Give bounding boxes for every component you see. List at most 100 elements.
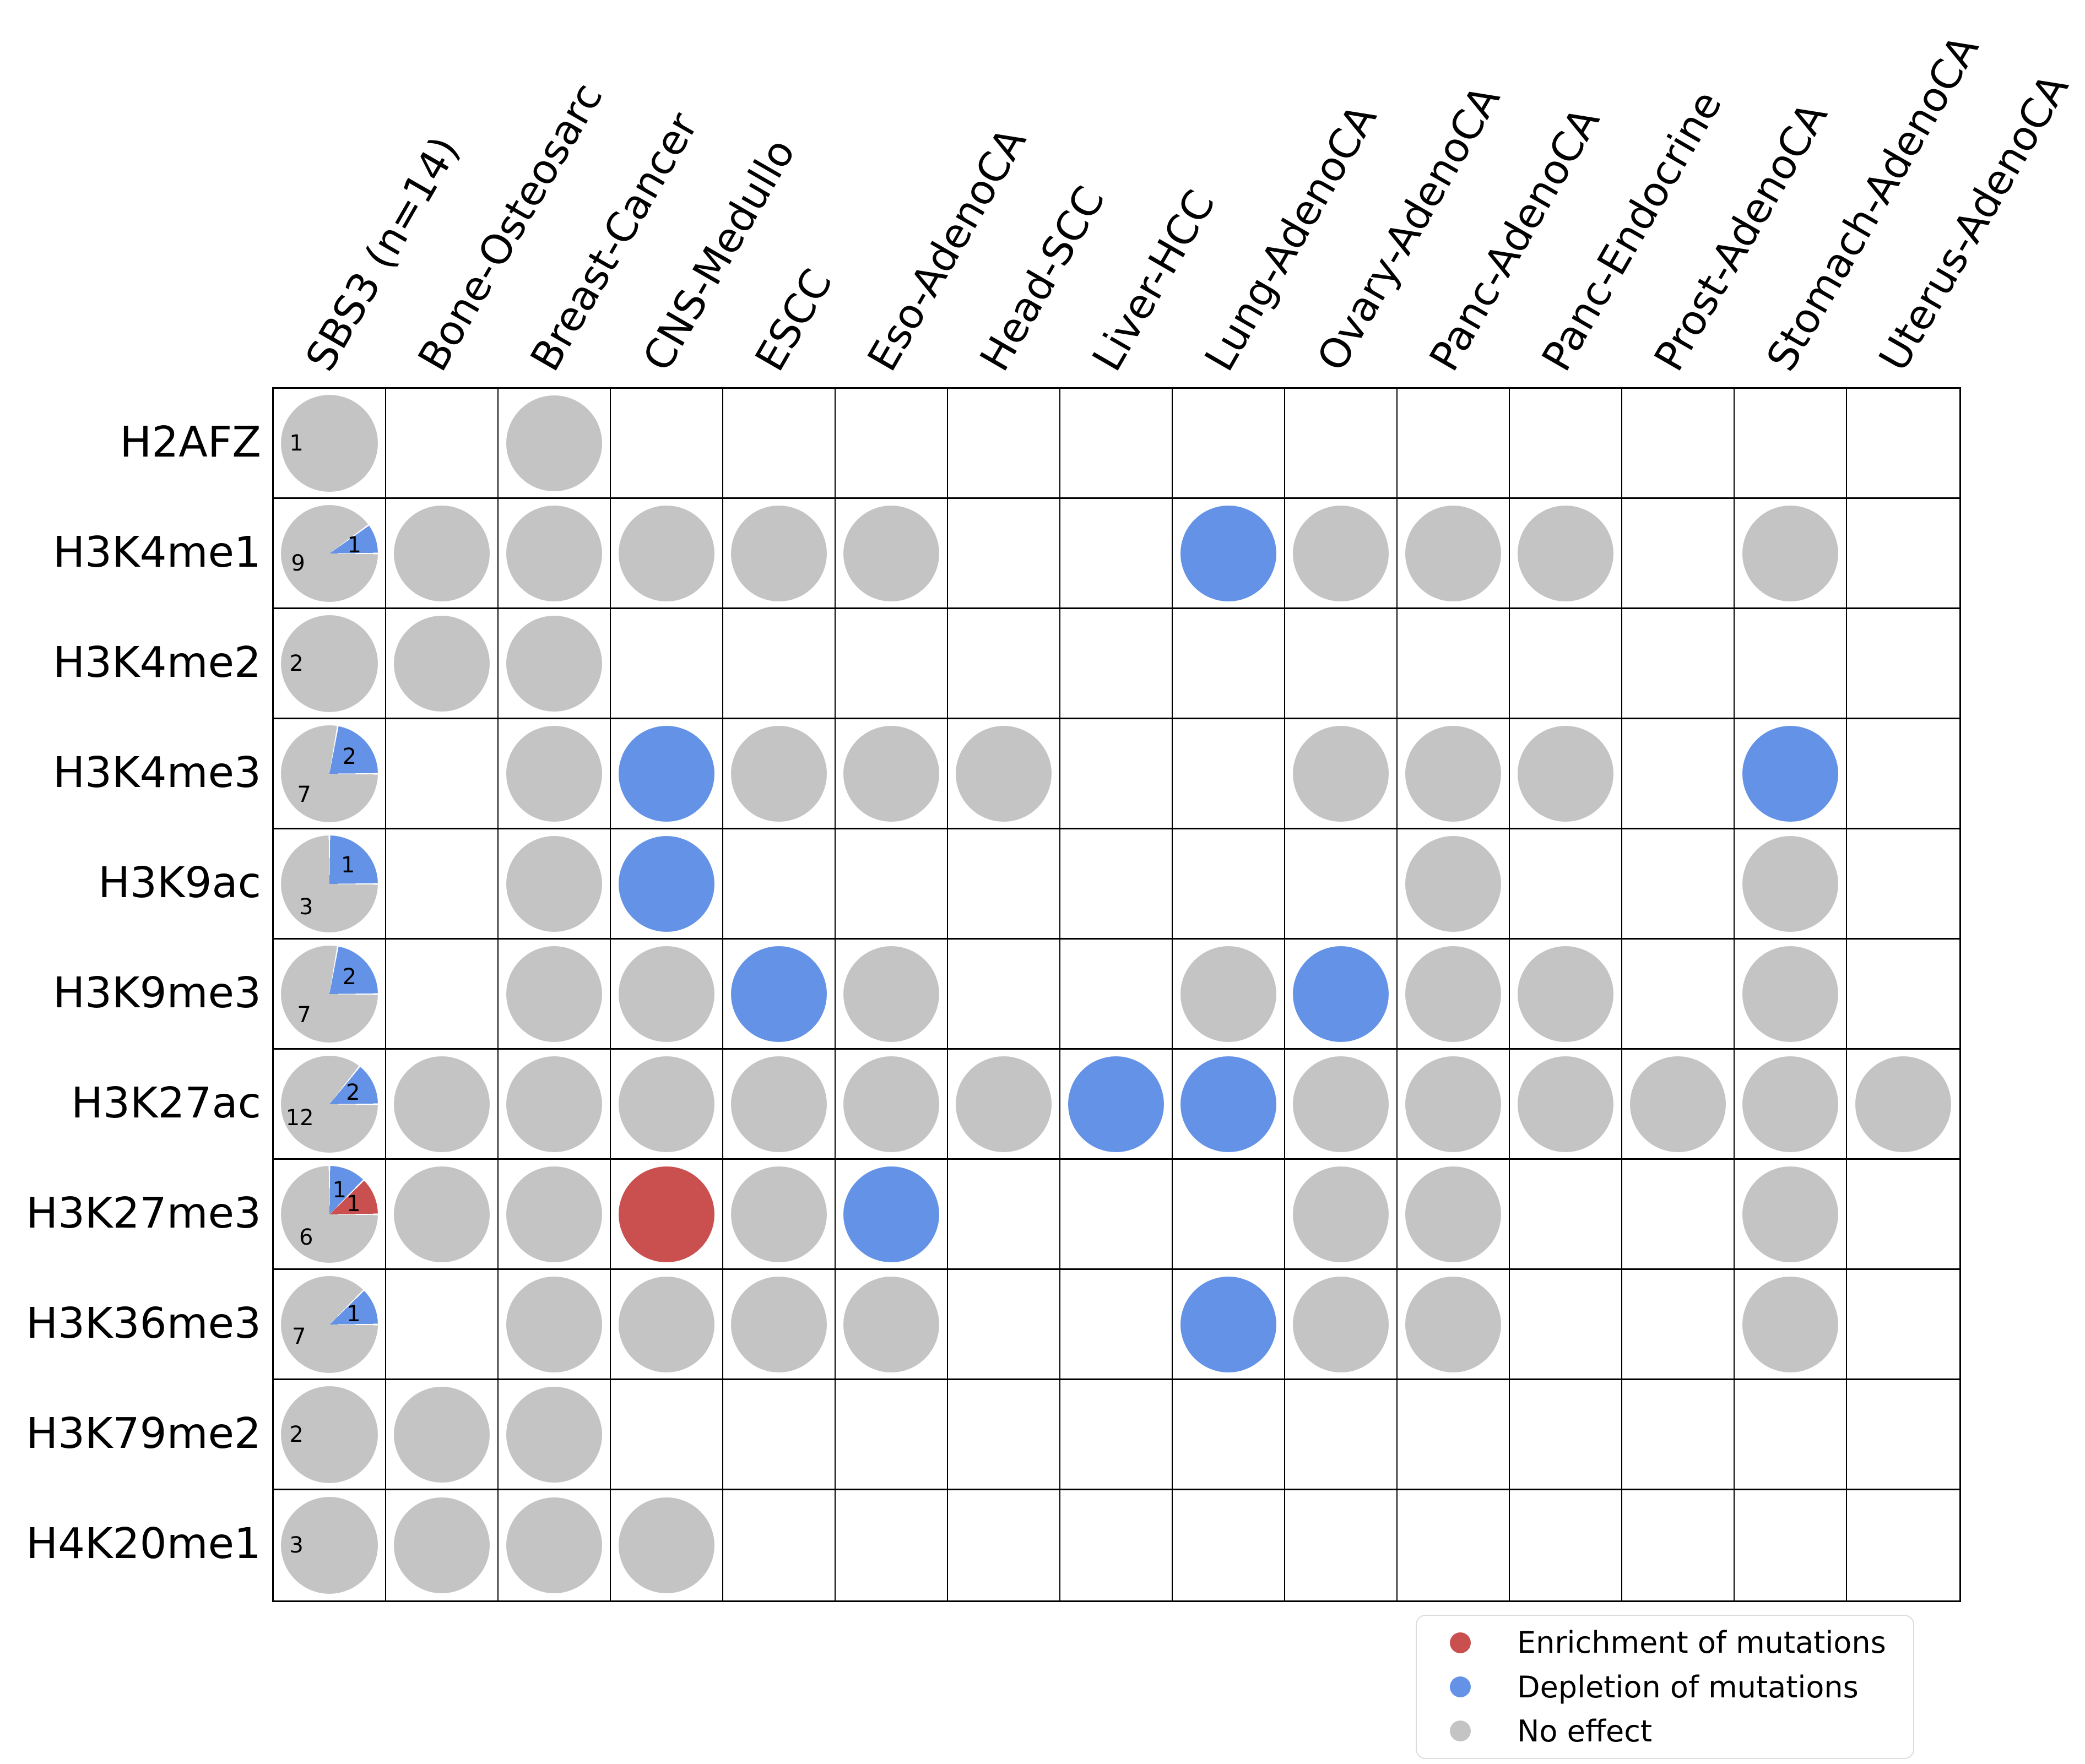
effect-circle-no-effect (506, 1166, 602, 1262)
cell-h3k27me3-eso-adenoca (836, 1160, 948, 1270)
cell-h4k20me1-panc-adenoca (1398, 1490, 1510, 1600)
cell-h3k27ac-lung-adenoca (1173, 1050, 1285, 1160)
cell-h3k9me3-stomach-adenoca (1735, 940, 1847, 1050)
effect-circle-depletion (1180, 1056, 1276, 1152)
pie-count-no-effect: 1 (289, 430, 304, 456)
cell-h3k36me3-head-scc (948, 1270, 1060, 1380)
cell-h4k20me1-liver-hcc (1060, 1490, 1173, 1600)
cell-h3k27me3-panc-endocrine (1510, 1160, 1622, 1270)
cell-h2afz-breast-cancer (499, 389, 611, 499)
cell-h3k36me3-eso-adenoca (836, 1270, 948, 1380)
cell-h3k4me3-cns-medullo (611, 719, 723, 829)
effect-circle-no-effect (1293, 1056, 1389, 1152)
pie-count-no-effect: 9 (291, 550, 305, 576)
cell-h3k4me2-ovary-adenoca (1285, 609, 1398, 719)
cell-h3k4me3-bone-osteosarc (386, 719, 499, 829)
effect-circle-no-effect (1518, 725, 1613, 822)
cell-h4k20me1-stomach-adenoca (1735, 1490, 1847, 1600)
cell-h4k20me1-ovary-adenoca (1285, 1490, 1398, 1600)
cell-h3k36me3-stomach-adenoca (1735, 1270, 1847, 1380)
effect-circle-no-effect (506, 835, 602, 932)
cell-h3k27me3-prost-adenoca (1622, 1160, 1735, 1270)
pie-count-no-effect: 7 (291, 1324, 306, 1350)
cell-h3k9me3-uterus-adenoca (1847, 940, 1959, 1050)
cell-h3k4me1-ovary-adenoca (1285, 499, 1398, 609)
column-label-escc: ESCC (746, 261, 842, 379)
cell-h3k36me3-breast-cancer (499, 1270, 611, 1380)
cell-h3k9ac-panc-endocrine (1510, 829, 1622, 940)
cell-h3k4me2-sbs3-n-14: 2 (274, 609, 386, 719)
cell-h3k4me1-breast-cancer (499, 499, 611, 609)
effect-circle-no-effect (1405, 835, 1501, 932)
effect-circle-no-effect (619, 1497, 714, 1593)
cell-h3k27ac-breast-cancer (499, 1050, 611, 1160)
cell-h3k27ac-cns-medullo (611, 1050, 723, 1160)
effect-circle-no-effect (843, 946, 939, 1042)
legend-dot-depletion (1450, 1676, 1471, 1697)
legend-dot-enrichment (1450, 1632, 1471, 1653)
effect-circle-no-effect (843, 725, 939, 822)
effect-circle-depletion (731, 946, 827, 1042)
cell-h3k4me3-liver-hcc (1060, 719, 1173, 829)
pie-count-depletion: 2 (342, 743, 357, 769)
cell-h3k79me2-head-scc (948, 1380, 1060, 1490)
cell-h4k20me1-escc (723, 1490, 836, 1600)
cell-h3k4me3-panc-endocrine (1510, 719, 1622, 829)
effect-circle-no-effect (506, 395, 602, 491)
cell-h3k9ac-ovary-adenoca (1285, 829, 1398, 940)
cell-h2afz-uterus-adenoca (1847, 389, 1959, 499)
effect-circle-no-effect (1180, 946, 1276, 1042)
effect-circle-no-effect (1742, 1056, 1838, 1152)
effect-circle-no-effect (731, 1276, 827, 1372)
pie-count-depletion: 1 (332, 1177, 346, 1203)
row-label-h3k9me3: H3K9me3 (53, 968, 261, 1018)
effect-circle-no-effect (506, 1276, 602, 1372)
cell-h3k4me2-head-scc (948, 609, 1060, 719)
cell-h3k9ac-cns-medullo (611, 829, 723, 940)
cell-h3k4me3-eso-adenoca (836, 719, 948, 829)
legend-box: Enrichment of mutations Depletion of muta… (1416, 1615, 1914, 1759)
effect-circle-no-effect (1293, 1166, 1389, 1262)
cell-h3k4me1-panc-adenoca (1398, 499, 1510, 609)
cell-h3k79me2-prost-adenoca (1622, 1380, 1735, 1490)
cell-h3k79me2-eso-adenoca (836, 1380, 948, 1490)
row-label-h3k36me3: H3K36me3 (26, 1299, 261, 1348)
cell-h3k27ac-stomach-adenoca (1735, 1050, 1847, 1160)
cell-h3k79me2-uterus-adenoca (1847, 1380, 1959, 1490)
effect-circle-depletion (619, 725, 714, 822)
cell-h3k4me2-liver-hcc (1060, 609, 1173, 719)
cell-h3k9me3-breast-cancer (499, 940, 611, 1050)
cell-h2afz-head-scc (948, 389, 1060, 499)
cell-h3k9ac-lung-adenoca (1173, 829, 1285, 940)
sbs3-pie-h2afz: 1 (281, 394, 378, 492)
cell-h3k9me3-bone-osteosarc (386, 940, 499, 1050)
effect-circle-no-effect (1630, 1056, 1726, 1152)
cell-h3k79me2-panc-endocrine (1510, 1380, 1622, 1490)
cell-h3k27me3-escc (723, 1160, 836, 1270)
effect-circle-no-effect (843, 505, 939, 601)
cell-h3k4me2-eso-adenoca (836, 609, 948, 719)
effect-circle-depletion (1180, 1276, 1276, 1372)
cell-h3k9ac-escc (723, 829, 836, 940)
effect-circle-no-effect (394, 1386, 490, 1483)
effect-circle-no-effect (619, 1276, 714, 1372)
cell-h4k20me1-eso-adenoca (836, 1490, 948, 1600)
effect-circle-no-effect (506, 505, 602, 601)
cell-h3k4me3-ovary-adenoca (1285, 719, 1398, 829)
cell-h3k36me3-ovary-adenoca (1285, 1270, 1398, 1380)
effect-circle-no-effect (506, 1386, 602, 1483)
cell-h3k27me3-panc-adenoca (1398, 1160, 1510, 1270)
cell-h3k79me2-lung-adenoca (1173, 1380, 1285, 1490)
cell-h3k4me3-lung-adenoca (1173, 719, 1285, 829)
legend-item-depletion: Depletion of mutations (1450, 1670, 1913, 1705)
cell-h4k20me1-head-scc (948, 1490, 1060, 1600)
cell-h3k27ac-sbs3-n-14: 2 12 (274, 1050, 386, 1160)
effect-circle-no-effect (506, 615, 602, 712)
cell-h3k4me3-panc-adenoca (1398, 719, 1510, 829)
effect-circle-no-effect (731, 1166, 827, 1262)
cell-h3k9ac-breast-cancer (499, 829, 611, 940)
